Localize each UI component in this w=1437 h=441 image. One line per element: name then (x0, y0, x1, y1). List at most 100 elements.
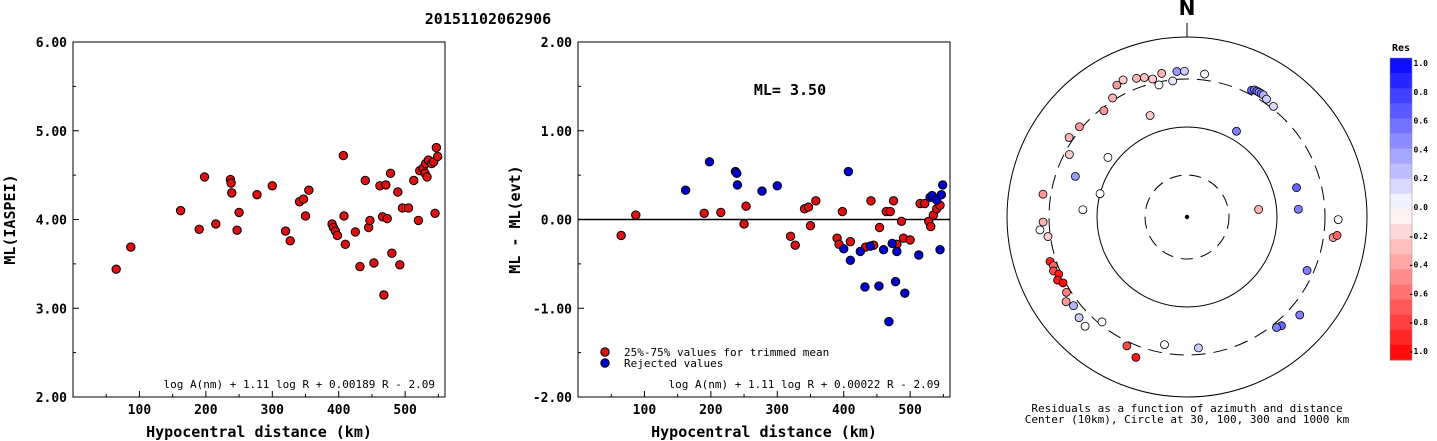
data-point (432, 151, 443, 162)
colorbar-title: Res (1392, 43, 1410, 54)
colorbar-step (1390, 193, 1412, 210)
station-marker (1295, 310, 1305, 320)
formula-label: log A(nm) + 1.11 log R + 0.00189 R - 2.0… (163, 378, 435, 391)
data-point (805, 221, 816, 231)
colorbar-step (1390, 224, 1412, 240)
data-point (732, 168, 742, 179)
colorbar-step (1390, 133, 1412, 150)
data-point (300, 211, 311, 221)
data-point (413, 215, 424, 226)
legend-marker (600, 347, 610, 357)
station-marker (1269, 101, 1278, 111)
data-point (855, 246, 866, 257)
data-point (365, 215, 375, 226)
residual-colorbar: Res 1.0 0.8 0.6 0.4 0.2 0.0 -0.2 -0.4 -0.6 -0.8 -1.… (1389, 43, 1429, 361)
data-point (845, 236, 856, 247)
magnitude-vs-distance-plot: 100 200 300 400 500 2.00 3.00 4.00 5.00 6.00 Hypoc… (1, 36, 446, 441)
station-marker (1200, 69, 1209, 79)
station-marker (1122, 341, 1132, 351)
colorbar-step (1390, 269, 1412, 285)
station-marker (1272, 323, 1281, 332)
y-tick-label: 6.00 (36, 36, 67, 51)
data-point (885, 206, 895, 217)
colorbar-step (1390, 103, 1412, 119)
north-label: N (1179, 0, 1196, 20)
legend-marker (600, 358, 610, 368)
data-point (896, 216, 907, 226)
data-point (874, 281, 884, 291)
station-marker (1333, 215, 1343, 225)
data-point (845, 255, 856, 266)
legend-label: 25%-75% values for trimmed mean (624, 346, 829, 359)
data-point (772, 181, 782, 191)
station-marker (1099, 106, 1109, 116)
station-marker (1118, 75, 1128, 85)
x-tick-label: 400 (327, 403, 351, 418)
residual-vs-distance-plot: 100 200 300 400 500 -2.00 -1.00 0.00 1.00 2.00 Hyp… (506, 36, 951, 441)
data-point (387, 248, 397, 258)
colorbar-step (1390, 329, 1412, 346)
data-point (936, 189, 947, 200)
colorbar-step (1390, 58, 1412, 74)
x-tick-label: 400 (832, 403, 856, 418)
station-marker (1103, 153, 1113, 162)
data-point (226, 178, 236, 188)
y-tick-label: 3.00 (36, 302, 67, 317)
data-point (704, 157, 715, 167)
station-marker (1075, 122, 1084, 132)
x-tick-label: 500 (393, 403, 417, 418)
data-point (878, 244, 889, 255)
y-axis-label: ML - ML(evt) (506, 165, 524, 273)
colorbar-tick-label: -1.0 (1409, 347, 1428, 356)
x-tick-label: 300 (261, 403, 285, 418)
event-title: 20151102062906 (425, 10, 551, 28)
data-point (175, 205, 186, 216)
station-marker (1254, 205, 1264, 214)
data-point (757, 186, 767, 196)
circle-100km (1096, 126, 1278, 308)
colorbar-tick-label: 0.2 (1414, 174, 1429, 183)
station-marker (1074, 313, 1084, 323)
data-point (227, 188, 237, 198)
epicenter-marker (1184, 214, 1190, 220)
colorbar-tick-label: 0.8 (1414, 88, 1429, 97)
colorbar-step (1390, 314, 1412, 331)
colorbar-step (1390, 148, 1412, 165)
colorbar-step (1390, 163, 1412, 180)
colorbar-tick-label: 0.6 (1414, 117, 1429, 126)
station-marker (1078, 205, 1088, 215)
station-marker (1080, 321, 1090, 331)
data-point (194, 224, 204, 234)
data-point (839, 244, 849, 254)
data-point (874, 222, 885, 233)
station-marker (1058, 278, 1068, 288)
data-point (884, 316, 894, 327)
station-marker (1061, 297, 1071, 307)
data-point (803, 202, 814, 212)
data-point (900, 288, 910, 298)
data-point (304, 185, 314, 195)
y-tick-label: 5.00 (36, 125, 67, 140)
colorbar-tick-label: -0.2 (1409, 232, 1428, 241)
y-tick-label: 2.00 (541, 36, 572, 51)
station-marker (1262, 94, 1271, 104)
data-point (111, 264, 121, 274)
data-point (935, 244, 945, 255)
data-point (716, 207, 726, 218)
data-point (790, 240, 800, 250)
station-marker (1070, 171, 1080, 181)
x-axis-label: Hypocentral distance (km) (651, 423, 877, 441)
data-point (285, 236, 295, 246)
data-point (914, 250, 924, 260)
data-point (369, 258, 379, 268)
data-point (926, 221, 936, 232)
colorbar-tick-label: 0.0 (1414, 203, 1429, 212)
data-point (234, 207, 244, 218)
station-marker (1069, 301, 1078, 311)
data-point (631, 210, 641, 220)
data-point (385, 168, 396, 179)
y-tick-label: 4.00 (36, 214, 67, 229)
data-point (890, 276, 901, 287)
station-marker (1160, 340, 1169, 350)
